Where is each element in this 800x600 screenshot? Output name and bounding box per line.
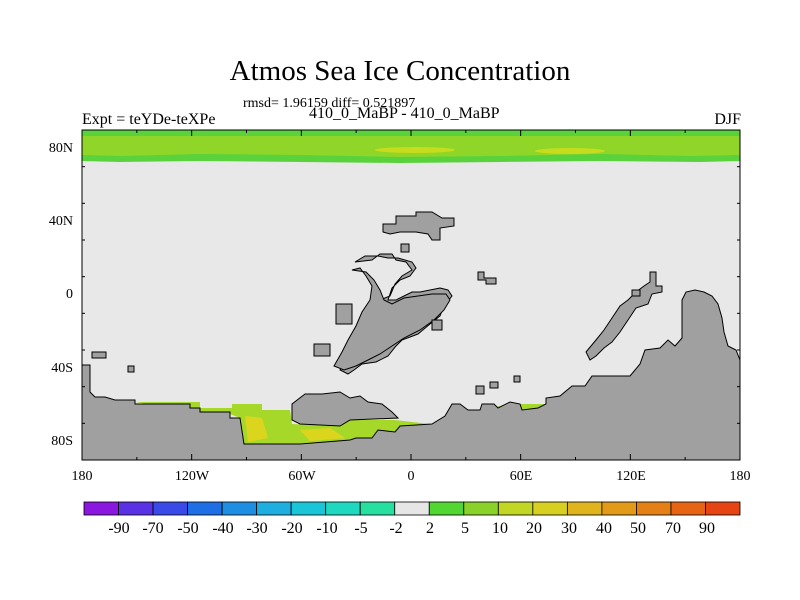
colorbar-swatch	[497, 501, 534, 516]
longitude-labels: 180 120W 60W 0 60E 120E 180	[72, 469, 751, 484]
colorbar-label: 5	[461, 520, 469, 537]
lat-label-40n: 40N	[49, 214, 73, 229]
colorbar-swatch	[221, 501, 258, 516]
colorbar-swatch	[601, 501, 637, 516]
lat-label-80n: 80N	[49, 141, 73, 156]
colorbar-label: 90	[699, 520, 715, 537]
lon-label-60e: 60E	[510, 469, 533, 484]
latitude-labels: 80N 40N 0 40S 80S	[49, 141, 73, 449]
colorbar-labels: -90 -70 -50 -40 -30 -20 -10 -5 -2 2 5 10…	[108, 520, 715, 537]
lon-label-0: 0	[408, 469, 415, 484]
eastern-islet	[631, 289, 641, 297]
lon-label-120w: 120W	[175, 469, 210, 484]
season-label: DJF	[714, 111, 741, 128]
small-island-north	[400, 243, 410, 253]
colorbar-swatch	[359, 501, 396, 516]
colorbar-swatch	[187, 501, 223, 516]
island-west-1	[91, 351, 107, 359]
period-label: 410_0_MaBP - 410_0_MaBP	[309, 105, 500, 122]
arctic-band-peak-1	[375, 147, 455, 153]
central-landmass-main	[333, 267, 451, 371]
arctic-band-inner	[82, 136, 740, 157]
western-islet	[335, 303, 353, 325]
island-south-1	[475, 385, 485, 395]
colorbar-swatch	[256, 501, 292, 516]
colorbar-swatch	[152, 501, 188, 516]
experiment-label: Expt = teYDe-teXPe	[82, 111, 216, 128]
stats-text: rmsd= 1.96159 diff= 0.521897	[243, 96, 416, 111]
western-islet-2	[313, 343, 331, 357]
colorbar-label: 30	[561, 520, 577, 537]
island-west-2	[127, 365, 135, 373]
colorbar-label: 50	[630, 520, 646, 537]
colorbar	[83, 501, 741, 516]
axis-ticks	[81, 129, 741, 461]
colorbar-swatch	[394, 501, 430, 516]
small-island-center	[431, 319, 443, 331]
colorbar-swatch	[290, 501, 327, 516]
lat-label-0: 0	[66, 287, 73, 302]
colorbar-swatch	[566, 501, 603, 516]
antarctic-ice-patch-west	[135, 402, 435, 446]
colorbar-swatch	[463, 501, 499, 516]
colorbar-label: -20	[281, 520, 302, 537]
lon-label-60w: 60W	[288, 469, 316, 484]
colorbar-label: -70	[142, 520, 163, 537]
arctic-band-peak-2	[535, 148, 605, 154]
antarctica	[81, 289, 741, 461]
antarctic-peninsula-block	[291, 391, 400, 427]
colorbar-swatch	[670, 501, 706, 516]
colorbar-label: -90	[108, 520, 129, 537]
antarctic-ice-patch-central-core	[300, 428, 345, 441]
lat-label-40s: 40S	[51, 361, 73, 376]
northern-landmass	[382, 211, 455, 241]
colorbar-label: 40	[596, 520, 612, 537]
colorbar-label: 2	[426, 520, 434, 537]
colorbar-swatch	[83, 501, 119, 516]
colorbar-swatch	[428, 501, 465, 516]
lon-label-180w: 180	[72, 469, 93, 484]
colorbar-label: -2	[389, 520, 402, 537]
island-south-2	[489, 381, 499, 389]
map-title: Atmos Sea Ice Concentration	[229, 55, 571, 87]
colorbar-label: -5	[354, 520, 367, 537]
lat-label-80s: 80S	[51, 434, 73, 449]
land-masses	[81, 211, 741, 461]
lon-label-180e: 180	[730, 469, 751, 484]
colorbar-label: -50	[177, 520, 198, 537]
lon-label-120e: 120E	[616, 469, 646, 484]
colorbar-label: -10	[316, 520, 337, 537]
antarctic-ice-patch-west-core	[245, 416, 268, 442]
colorbar-label: 70	[665, 520, 681, 537]
eastern-island-chain	[585, 271, 663, 361]
colorbar-label: -40	[212, 520, 233, 537]
colorbar-swatch	[532, 501, 568, 516]
colorbar-swatch	[705, 501, 741, 516]
island-group-east	[477, 271, 497, 285]
colorbar-label: 20	[526, 520, 542, 537]
colorbar-label: 10	[492, 520, 508, 537]
island-south-3	[513, 375, 521, 383]
colorbar-swatch	[325, 501, 361, 516]
colorbar-swatch	[118, 501, 154, 516]
colorbar-swatch	[636, 501, 672, 516]
arctic-ice-band	[82, 130, 740, 163]
colorbar-label: -30	[246, 520, 267, 537]
